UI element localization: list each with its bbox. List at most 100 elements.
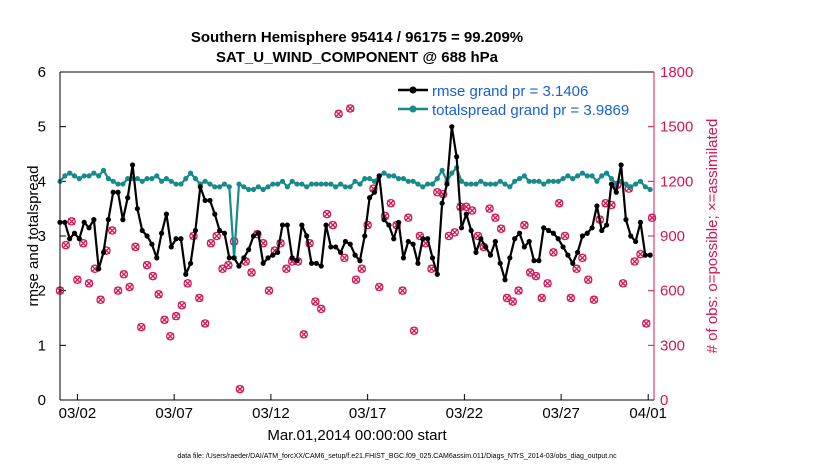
obs-possible-point [107, 226, 117, 235]
totalspread-point [76, 176, 82, 182]
totalspread-point [144, 176, 150, 182]
rmse-point [294, 258, 300, 264]
totalspread-point [410, 178, 416, 184]
totalspread-point [337, 181, 344, 187]
obs-assimilated-point [485, 205, 494, 213]
obs-possible-point [560, 231, 570, 241]
obs-assimilated-point [160, 316, 169, 324]
totalspread-point [260, 186, 266, 193]
obs-possible-point [642, 319, 651, 328]
obs-possible-point [183, 279, 192, 288]
obs-assimilated-point [79, 239, 87, 247]
rmse-point [613, 189, 619, 195]
obs-possible-point [195, 293, 204, 303]
obs-possible-point [444, 231, 454, 241]
totalspread-point [584, 173, 590, 179]
obs-assimilated-point [114, 287, 122, 295]
totalspread-point [163, 176, 170, 182]
totalspread-point [492, 181, 498, 187]
totalspread-point [603, 170, 610, 176]
obs-possible-point [543, 279, 552, 288]
obs-assimilated-point [143, 261, 151, 269]
obs-possible-point [160, 315, 169, 325]
obs-possible-point [496, 224, 506, 233]
totalspread-point [623, 181, 629, 187]
totalspread-point [512, 178, 518, 184]
obs-assimilated-point [201, 319, 209, 328]
obs-possible-point [166, 331, 175, 341]
totalspread-point [647, 186, 653, 193]
rmse-point [299, 222, 305, 228]
obs-possible-point [462, 202, 471, 212]
obs-possible-point [247, 268, 256, 277]
totalspread-point [608, 176, 615, 182]
rmse-point [429, 255, 436, 261]
y-tick-label: 6 [38, 64, 46, 81]
rmse-point [86, 225, 92, 231]
obs-assimilated-point [131, 243, 140, 251]
obs-assimilated-point [543, 279, 552, 288]
obs-possible-point [485, 204, 494, 213]
totalspread-point [120, 181, 126, 187]
y2-tick-label: 1800 [660, 64, 693, 81]
obs-assimilated-point [166, 332, 174, 340]
rmse-point [241, 255, 247, 261]
rmse-point [526, 238, 532, 245]
rmse-point [279, 222, 286, 228]
y2-tick-label: 1500 [660, 119, 693, 136]
totalspread-point [236, 181, 242, 187]
totalspread-point [429, 181, 436, 187]
rmse-point [473, 249, 479, 255]
obs-assimilated-point [352, 276, 360, 284]
x-axis-ticks: 03/02 03/07 03/12 03/17 03/22 03/27 04/01 [59, 394, 667, 422]
rmse-point [483, 244, 489, 250]
totalspread-point [579, 170, 586, 176]
rmse-point [458, 225, 465, 231]
rmse-point [328, 244, 334, 250]
rmse-point [231, 255, 237, 261]
totalspread-point [279, 178, 286, 184]
totalspread-point [275, 181, 281, 187]
obs-assimilated-point [282, 265, 291, 273]
obs-assimilated-point [236, 385, 244, 393]
totalspread-point [415, 181, 421, 187]
y2-axis-label: # of obs: o=possible; ×=assimilated [704, 119, 721, 354]
obs-possible-point [450, 228, 459, 237]
obs-assimilated-point [218, 265, 227, 273]
totalspread-point [483, 181, 489, 187]
rmse-point [434, 271, 440, 277]
rmse-point [260, 260, 266, 266]
obs-assimilated-point [120, 270, 128, 278]
rmse-point [395, 219, 402, 225]
obs-assimilated-point [387, 199, 395, 207]
totalspread-point [318, 181, 324, 187]
totalspread-point [115, 181, 121, 187]
obs-possible-point [409, 326, 419, 336]
totalspread-point [502, 181, 508, 187]
totalspread-point [299, 181, 305, 187]
rmse-point [323, 222, 329, 228]
obs-possible-point [375, 282, 384, 292]
totalspread-point [594, 178, 600, 184]
rmse-point [584, 230, 590, 236]
obs-possible-point [514, 286, 523, 295]
rmse-point [81, 219, 87, 225]
obs-assimilated-point [619, 279, 627, 288]
totalspread-point [381, 170, 387, 176]
totalspread-point [81, 173, 87, 179]
rmse-point [637, 219, 644, 225]
obs-assimilated-point [503, 294, 511, 302]
rmse-point [313, 260, 319, 266]
totalspread-point [497, 178, 503, 184]
obs-possible-point [264, 286, 274, 295]
rmse-point [400, 255, 407, 261]
obs-possible-point [67, 217, 76, 226]
totalspread-point [357, 181, 363, 187]
rmse-point [96, 266, 102, 272]
totalspread-point [637, 178, 644, 184]
obs-assimilated-point [468, 206, 476, 215]
obs-assimilated-point [520, 221, 529, 229]
totalspread-point [96, 173, 102, 179]
obs-assimilated-point [323, 210, 331, 218]
obs-assimilated-point [62, 241, 70, 249]
